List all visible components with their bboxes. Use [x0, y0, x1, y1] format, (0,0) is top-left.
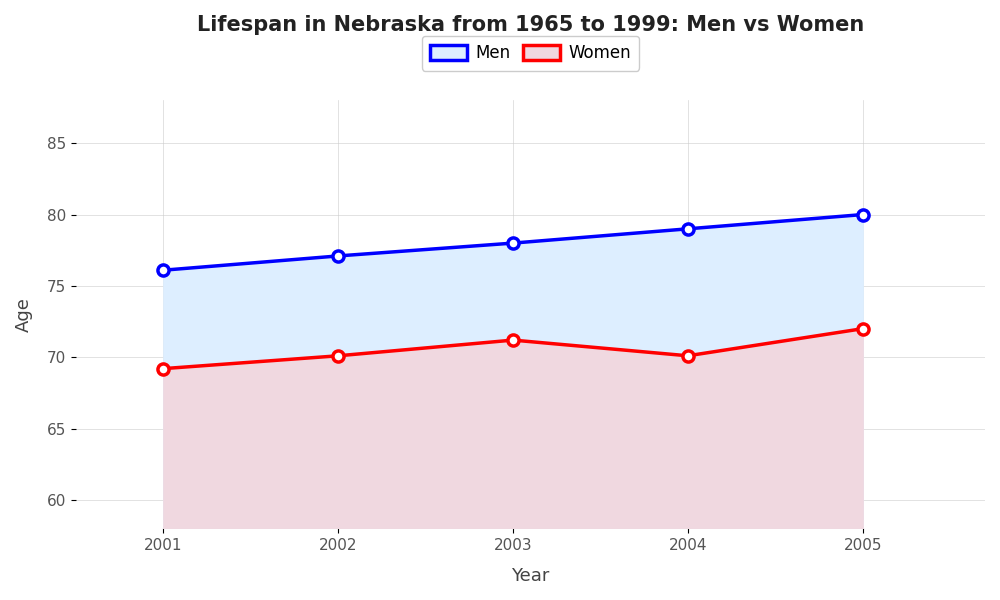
- Title: Lifespan in Nebraska from 1965 to 1999: Men vs Women: Lifespan in Nebraska from 1965 to 1999: …: [197, 15, 864, 35]
- Y-axis label: Age: Age: [15, 297, 33, 332]
- Legend: Men, Women: Men, Women: [422, 36, 639, 71]
- X-axis label: Year: Year: [511, 567, 550, 585]
